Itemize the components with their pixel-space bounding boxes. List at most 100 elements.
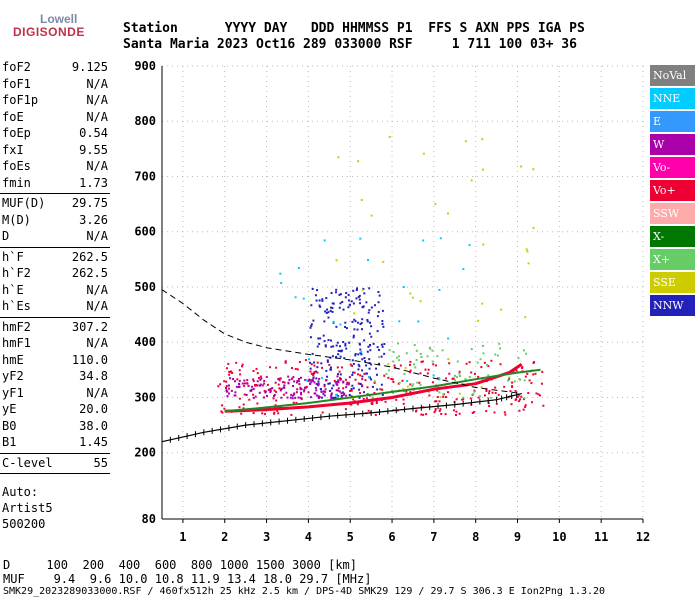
param-value: 262.5 [71,249,108,264]
scatter-point [345,394,348,397]
x-tick-label: 7 [430,530,437,544]
scatter-point [481,378,484,381]
scatter-point [377,291,380,294]
scatter-point [357,321,360,324]
scatter-point [327,311,330,314]
scatter-point [353,371,356,374]
scatter-point [413,344,416,347]
param-value: 55 [93,455,108,470]
scatter-point [365,301,368,304]
scatter-point [530,382,533,385]
scatter-point [351,320,354,323]
scatter-point [357,382,360,385]
scatter-point [282,381,285,384]
scatter-point [241,363,244,366]
scatter-point [374,413,377,416]
scatter-point [517,357,520,360]
scatter-point [368,376,371,379]
scatter-point [438,409,441,412]
scatter-point [436,395,439,398]
scatter-point [331,302,334,305]
scatter-point [300,398,303,401]
scatter-point [524,375,527,378]
scatter-point [369,343,372,346]
scatter-point [422,152,425,155]
scatter-point [494,386,497,389]
legend-item-sse: SSE [650,272,695,293]
scatter-point [227,384,230,387]
scatter-point [286,396,289,399]
scatter-point [299,396,302,399]
scatter-point [337,379,340,382]
scatter-point [342,380,345,383]
scatter-point [362,287,365,290]
scatter-point [330,393,333,396]
scatter-point [353,328,356,331]
scatter-point [367,311,370,314]
scatter-point [381,345,384,348]
scatter-point [485,410,488,413]
param-row: hmF1 N/A [2,336,108,352]
param-name: foEp [2,126,31,140]
scatter-point [363,357,366,360]
scatter-point [311,378,314,381]
scatter-point [325,379,328,382]
scatter-point [411,296,414,299]
scatter-point [290,377,293,380]
scatter-point [300,393,303,396]
scatter-point [427,390,430,393]
scatter-point [345,347,348,350]
param-name: fmin [2,175,31,190]
scatter-point [434,408,437,411]
scatter-point [245,393,248,396]
scatter-point [522,408,525,411]
scatter-point [221,411,224,414]
param-row: foEp 0.54 [2,126,108,142]
scatter-point [491,391,494,394]
scatter-point [332,384,335,387]
param-value: 29.75 [71,196,108,210]
scatter-point [241,382,244,385]
param-value: 3.26 [79,212,108,227]
scatter-point [468,361,471,364]
scatter-point [350,395,353,398]
scatter-point [273,411,276,414]
scatter-point [291,367,294,370]
scatter-point [300,376,303,379]
scatter-point [383,352,386,355]
scatter-point [503,385,506,388]
scatter-point [268,388,271,391]
scatter-point [280,396,283,399]
scatter-point [380,383,383,386]
scatter-point [518,400,521,403]
footer-muf-row: MUF 9.4 9.6 10.0 10.8 11.9 13.4 18.0 29.… [3,572,372,586]
x-tick-label: 3 [263,530,270,544]
scatter-point [277,412,280,415]
scatter-point [298,377,301,380]
scatter-point [276,409,279,412]
scatter-point [402,387,405,390]
scatter-point [307,380,310,383]
scatter-point [248,398,251,401]
scatter-point [339,373,342,376]
scatter-point [347,383,350,386]
scatter-point [325,311,328,314]
scatter-point [237,385,240,388]
scatter-point [537,393,540,396]
scatter-point [291,397,294,400]
x-tick-label: 10 [552,530,566,544]
scatter-point [253,383,256,386]
scatter-point [438,288,441,291]
param-name: foF1p [2,93,39,107]
scatter-point [370,335,373,338]
scatter-point [365,397,368,400]
footer-d-row: D 100 200 400 600 800 1000 1500 3000 [km… [3,558,358,572]
scatter-point [358,342,361,345]
scatter-point [462,396,465,399]
scatter-point [425,413,428,416]
scatter-point [348,382,351,385]
scatter-point [327,316,330,319]
legend-item-w: W [650,134,695,155]
profile-curve [161,393,522,443]
scatter-point [485,389,488,392]
